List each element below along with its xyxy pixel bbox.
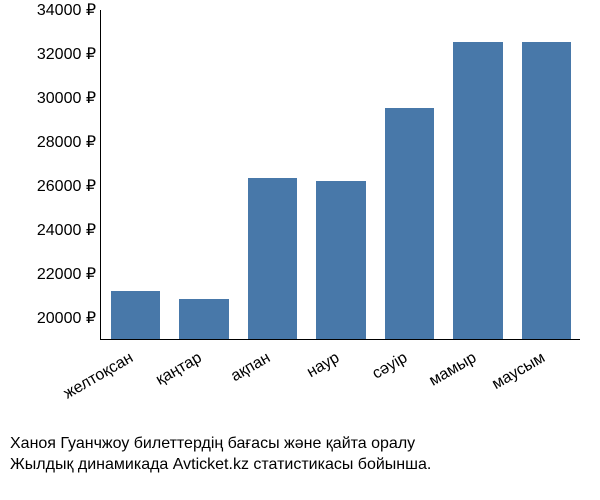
x-tick-label: мамыр <box>426 349 479 390</box>
x-tick-label: сәуір <box>370 349 411 383</box>
bar <box>179 299 228 339</box>
y-axis: 20000 ₽ 22000 ₽ 24000 ₽ 26000 ₽ 28000 ₽ 30000… <box>10 10 100 340</box>
plot-area <box>100 10 580 340</box>
x-tick-label: маусым <box>489 349 548 394</box>
x-tick-label: ақпан <box>228 349 274 386</box>
y-tick-label: 22000 ₽ <box>37 264 96 284</box>
bar-chart: 20000 ₽ 22000 ₽ 24000 ₽ 26000 ₽ 28000 ₽ 30000… <box>10 10 590 430</box>
bar <box>248 178 297 339</box>
caption-line-1: Ханоя Гуанчжоу билеттердің бағасы және қ… <box>10 433 590 455</box>
y-tick-label: 20000 ₽ <box>37 308 96 328</box>
x-tick-label: желтоқсан <box>61 349 137 403</box>
y-tick-label: 26000 ₽ <box>37 176 96 196</box>
y-tick-label: 30000 ₽ <box>37 88 96 108</box>
caption: Ханоя Гуанчжоу билеттердің бағасы және қ… <box>10 433 590 476</box>
x-tick-label: қаңтар <box>153 349 205 389</box>
y-tick-label: 24000 ₽ <box>37 220 96 240</box>
y-tick-label: 34000 ₽ <box>37 0 96 20</box>
x-tick-label: наур <box>304 349 343 382</box>
y-tick-label: 32000 ₽ <box>37 44 96 64</box>
x-axis-labels: желтоқсанқаңтарақпаннаурсәуірмамырмаусым <box>100 340 580 430</box>
bar <box>316 181 365 339</box>
bar <box>522 42 571 339</box>
caption-line-2: Жылдық динамикада Avticket.kz статистика… <box>10 454 590 476</box>
bar <box>453 42 502 339</box>
y-tick-label: 28000 ₽ <box>37 132 96 152</box>
bar <box>385 108 434 339</box>
bar <box>111 291 160 339</box>
